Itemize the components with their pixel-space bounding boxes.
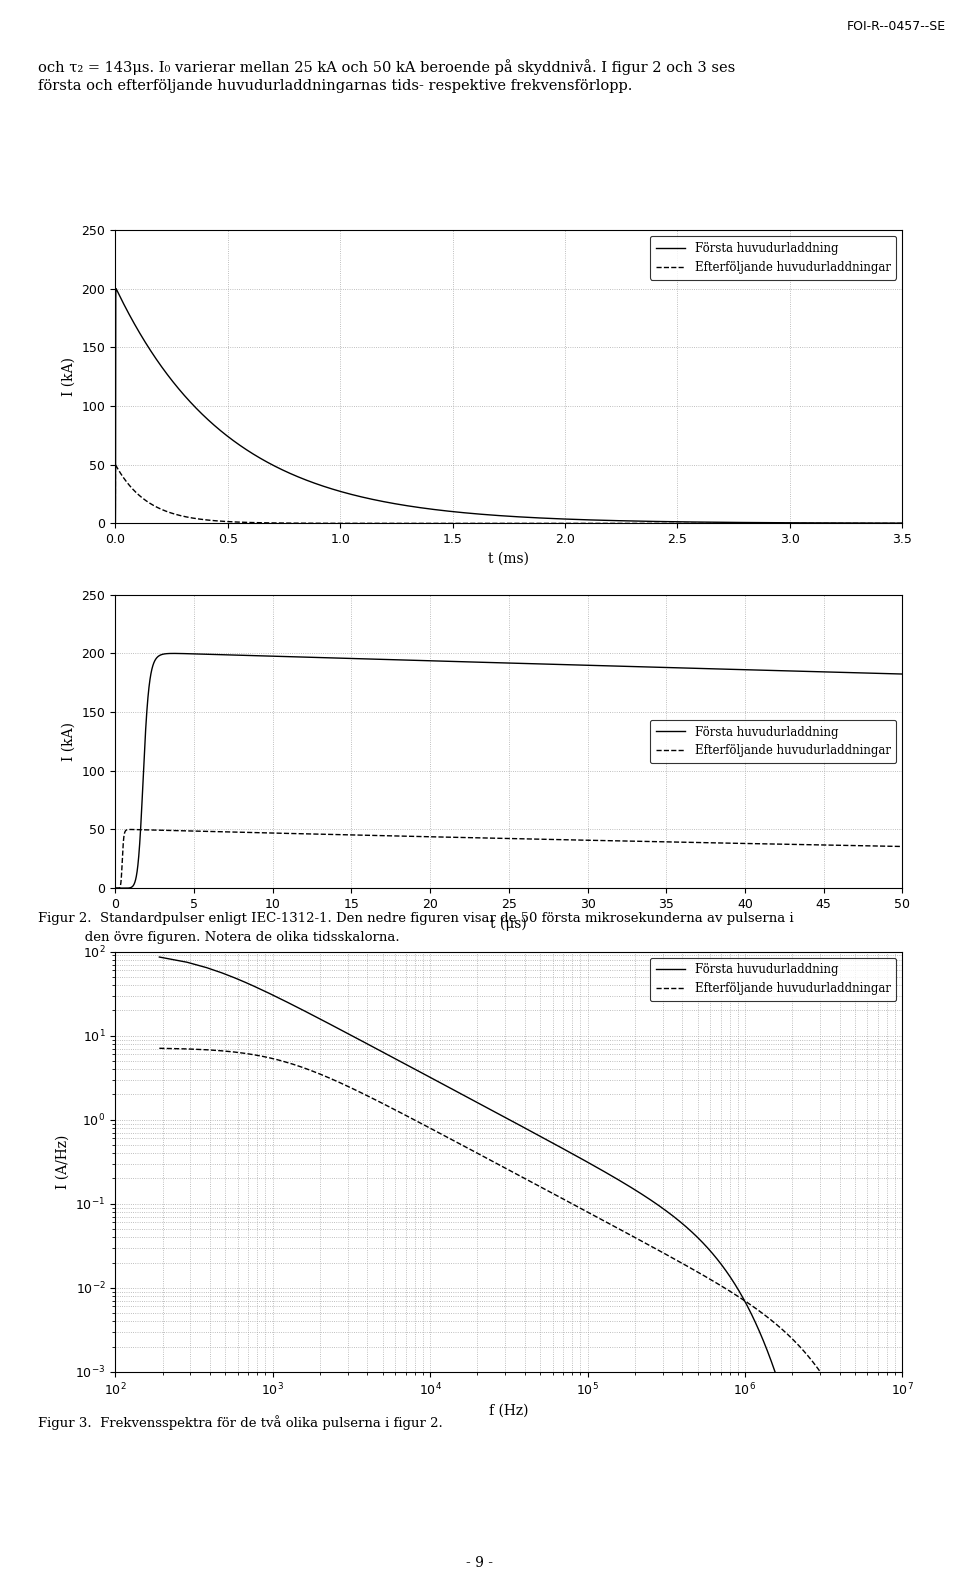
Efterföljande huvudurladdningar <box>838 1402 850 1421</box>
Legend: Första huvudurladdning, Efterföljande huvudurladdningar: Första huvudurladdning, Efterföljande hu… <box>650 720 897 763</box>
Efterföljande huvudurladdningar <box>494 829 506 849</box>
Efterföljande huvudurladdningar <box>897 514 908 533</box>
Efterföljande huvudurladdningar <box>142 820 154 839</box>
Efterföljande huvudurladdningar <box>109 455 121 474</box>
Text: och τ₂ = 143μs. I₀ varierar mellan 25 kA och 50 kA beroende på skyddnivå. I figu: och τ₂ = 143μs. I₀ varierar mellan 25 kA… <box>38 59 735 75</box>
Första huvudurladdning <box>110 279 122 298</box>
Första huvudurladdning <box>855 514 867 533</box>
Efterföljande huvudurladdningar <box>264 823 276 842</box>
Efterföljande huvudurladdningar <box>142 493 154 512</box>
Första huvudurladdning <box>817 1562 828 1581</box>
Text: FOI-R--0457--SE: FOI-R--0457--SE <box>847 19 946 33</box>
Line: Första huvudurladdning: Första huvudurladdning <box>115 289 902 523</box>
Efterföljande huvudurladdningar <box>109 514 121 533</box>
Första huvudurladdning <box>897 665 908 684</box>
Första huvudurladdning <box>855 663 867 682</box>
Text: Figur 2.  Standardpulser enligt IEC-1312-1. Den nedre figuren visar de 50 första: Figur 2. Standardpulser enligt IEC-1312-… <box>38 912 794 925</box>
Y-axis label: I (A/Hz): I (A/Hz) <box>56 1134 70 1190</box>
Legend: Första huvudurladdning, Efterföljande huvudurladdningar: Första huvudurladdning, Efterföljande hu… <box>650 958 897 1001</box>
Första huvudurladdning <box>897 514 908 533</box>
Efterföljande huvudurladdningar <box>113 879 125 898</box>
Efterföljande huvudurladdningar <box>700 1267 711 1286</box>
Efterföljande huvudurladdningar <box>837 1399 849 1418</box>
Första huvudurladdning <box>156 358 168 377</box>
Line: Efterföljande huvudurladdningar: Efterföljande huvudurladdningar <box>115 465 902 523</box>
Första huvudurladdning <box>156 646 168 665</box>
Text: den övre figuren. Notera de olika tidsskalorna.: den övre figuren. Notera de olika tidssk… <box>38 931 400 944</box>
Line: Efterföljande huvudurladdningar: Efterföljande huvudurladdningar <box>159 1048 915 1586</box>
Efterföljande huvudurladdningar <box>264 514 276 533</box>
Första huvudurladdning <box>264 647 276 666</box>
Efterföljande huvudurladdningar <box>826 1378 837 1397</box>
Efterföljande huvudurladdningar <box>109 879 121 898</box>
Efterföljande huvudurladdningar <box>154 1039 165 1058</box>
Första huvudurladdning <box>799 1470 810 1489</box>
Efterföljande huvudurladdningar <box>124 820 135 839</box>
Första huvudurladdning <box>154 947 165 966</box>
Line: Efterföljande huvudurladdningar: Efterföljande huvudurladdningar <box>115 829 902 888</box>
Första huvudurladdning <box>142 336 154 355</box>
Efterföljande huvudurladdningar <box>799 1342 810 1361</box>
Efterföljande huvudurladdningar <box>897 837 908 856</box>
Första huvudurladdning <box>168 644 180 663</box>
Första huvudurladdning <box>494 506 506 525</box>
Första huvudurladdning <box>142 690 154 709</box>
Legend: Första huvudurladdning, Efterföljande huvudurladdningar: Första huvudurladdning, Efterföljande hu… <box>650 236 897 279</box>
Efterföljande huvudurladdningar <box>156 500 168 519</box>
Första huvudurladdning <box>113 879 125 898</box>
X-axis label: f (Hz): f (Hz) <box>489 1404 529 1418</box>
Första huvudurladdning <box>113 285 125 305</box>
Efterföljande huvudurladdningar <box>113 462 125 481</box>
Första huvudurladdning <box>264 454 276 473</box>
X-axis label: t (μs): t (μs) <box>491 917 527 931</box>
Första huvudurladdning <box>109 879 121 898</box>
Efterföljande huvudurladdningar <box>855 514 867 533</box>
Första huvudurladdning <box>109 514 121 533</box>
Text: första och efterföljande huvudurladdningarnas tids- respektive frekvensförlopp.: första och efterföljande huvudurladdning… <box>38 79 633 94</box>
Första huvudurladdning <box>700 1235 711 1255</box>
Text: Figur 3.  Frekvensspektra för de två olika pulserna i figur 2.: Figur 3. Frekvensspektra för de två olik… <box>38 1415 444 1429</box>
Line: Första huvudurladdning: Första huvudurladdning <box>115 653 902 888</box>
Efterföljande huvudurladdningar <box>494 514 506 533</box>
X-axis label: t (ms): t (ms) <box>489 552 529 566</box>
Text: - 9 -: - 9 - <box>467 1556 493 1570</box>
Efterföljande huvudurladdningar <box>817 1366 828 1385</box>
Y-axis label: I (kA): I (kA) <box>62 722 76 761</box>
Line: Första huvudurladdning: Första huvudurladdning <box>159 956 915 1586</box>
Efterföljande huvudurladdningar <box>855 836 867 855</box>
Första huvudurladdning <box>494 653 506 672</box>
Y-axis label: I (kA): I (kA) <box>62 357 76 396</box>
Efterföljande huvudurladdningar <box>156 822 168 841</box>
